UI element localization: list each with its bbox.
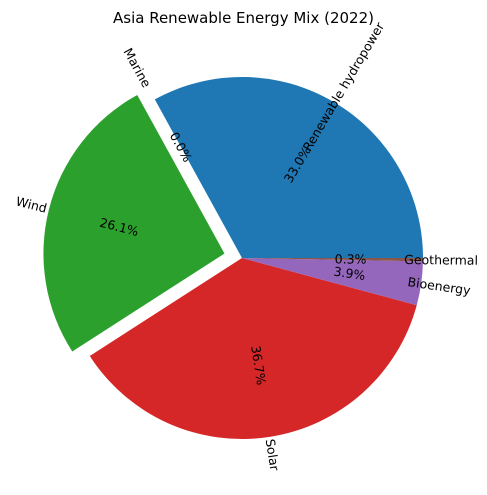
- slice-solar: [89, 258, 417, 439]
- slice-pct-geothermal: 0.3%: [335, 251, 367, 266]
- slice-label-solar: Solar: [263, 438, 283, 473]
- slice-geothermal: [242, 258, 423, 262]
- slice-label-wind: Wind: [14, 194, 48, 216]
- slice-wind: [43, 94, 225, 352]
- slice-label-marine: Marine: [121, 45, 155, 90]
- chart-title: Asia Renewable Energy Mix (2022): [113, 9, 374, 27]
- pie-slices: [43, 76, 423, 439]
- slice-pct-bioenergy: 3.9%: [333, 264, 367, 283]
- slice-pct-solar: 36.7%: [248, 345, 269, 387]
- slice-renewable-hydropower: [154, 76, 423, 258]
- slice-label-geothermal: Geothermal: [404, 252, 478, 268]
- slice-bioenergy: [242, 258, 423, 306]
